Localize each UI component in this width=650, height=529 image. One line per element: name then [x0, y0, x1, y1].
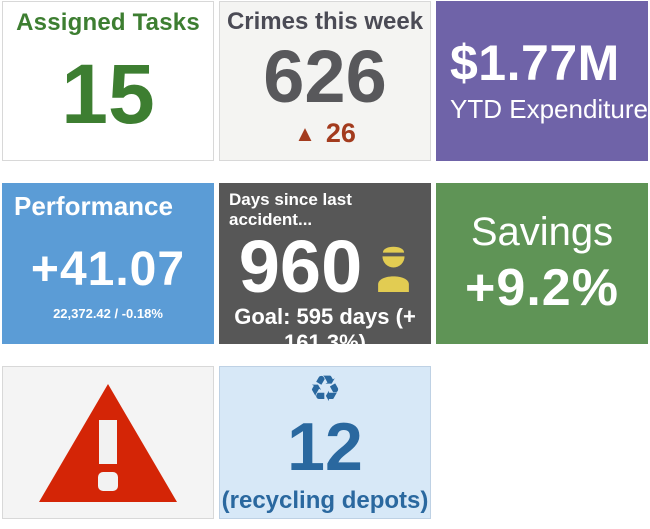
accident-goal-text: Goal: 595 days (+ 161.3%)	[234, 304, 416, 344]
crimes-delta: ▲ 26	[294, 118, 356, 149]
savings-value: +9.2%	[465, 258, 619, 317]
card-warning	[2, 366, 214, 519]
expenditure-label: YTD Expenditure	[450, 94, 648, 125]
performance-value: +41.07	[30, 242, 186, 296]
recycle-icon: ♻	[308, 367, 342, 409]
assigned-tasks-title: Assigned Tasks	[16, 9, 200, 36]
crimes-delta-value: 26	[325, 118, 356, 148]
accident-days-value: 960	[238, 225, 363, 308]
assigned-tasks-value: 15	[61, 46, 155, 141]
expenditure-value: $1.77M	[450, 34, 620, 91]
recycling-value: 12	[287, 408, 363, 485]
crimes-value: 626	[263, 35, 387, 118]
card-recycling-depots: ♻ 12 (recycling depots)	[219, 366, 431, 519]
performance-title: Performance	[14, 191, 173, 221]
crimes-title: Crimes this week	[226, 8, 424, 35]
triangle-up-icon: ▲	[294, 120, 316, 146]
performance-detail: 22,372.42 / -0.18%	[53, 305, 163, 321]
card-ytd-expenditure: $1.77M YTD Expenditure	[436, 1, 648, 161]
savings-title: Savings	[470, 209, 614, 254]
accident-title: Days since last accident...	[229, 190, 352, 229]
card-performance: Performance +41.07 22,372.42 / -0.18%	[2, 183, 214, 344]
card-assigned-tasks: Assigned Tasks 15	[2, 1, 214, 161]
card-savings: Savings +9.2%	[436, 183, 648, 344]
card-days-since-accident: Days since last accident... 960 Goal: 59…	[219, 183, 431, 344]
warning-triangle-icon	[35, 380, 181, 506]
worker-icon	[376, 242, 411, 292]
recycling-label: (recycling depots)	[221, 486, 429, 514]
empty-cell	[436, 366, 648, 519]
card-crimes-this-week: Crimes this week 626 ▲ 26	[219, 1, 431, 161]
